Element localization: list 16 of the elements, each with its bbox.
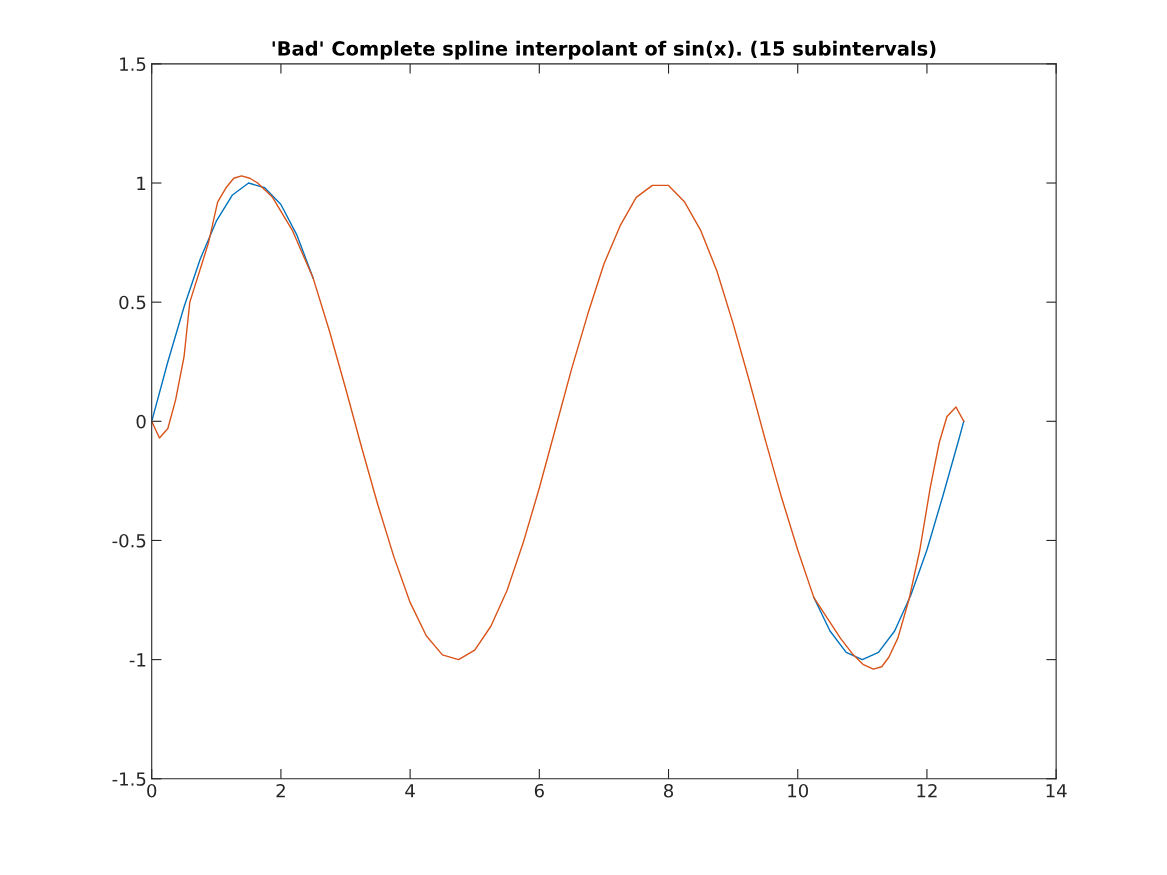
y-tick-label: 0.5 — [119, 295, 146, 310]
y-tick-label: -1 — [129, 653, 146, 667]
x-tick-label: 14 — [1046, 784, 1067, 798]
x-tick-label: 2 — [276, 783, 285, 798]
y-tick-label: -1.5 — [112, 772, 146, 786]
y-tick-label: 1.5 — [120, 57, 146, 71]
chart-title: 'Bad' Complete spline interpolant of sin(x). (15 subintervals) — [272, 40, 936, 60]
x-tick-label: 4 — [405, 784, 415, 798]
x-tick-label: 10 — [788, 783, 809, 798]
y-tick-label: 0 — [136, 414, 146, 429]
y-tick-label: 1 — [137, 176, 146, 190]
x-tick-label: 0 — [147, 783, 157, 798]
x-tick-label: 6 — [534, 783, 544, 798]
y-tick-label: -0.5 — [112, 533, 146, 548]
x-tick-label: 8 — [664, 783, 674, 798]
x-tick-label: 12 — [917, 783, 937, 798]
